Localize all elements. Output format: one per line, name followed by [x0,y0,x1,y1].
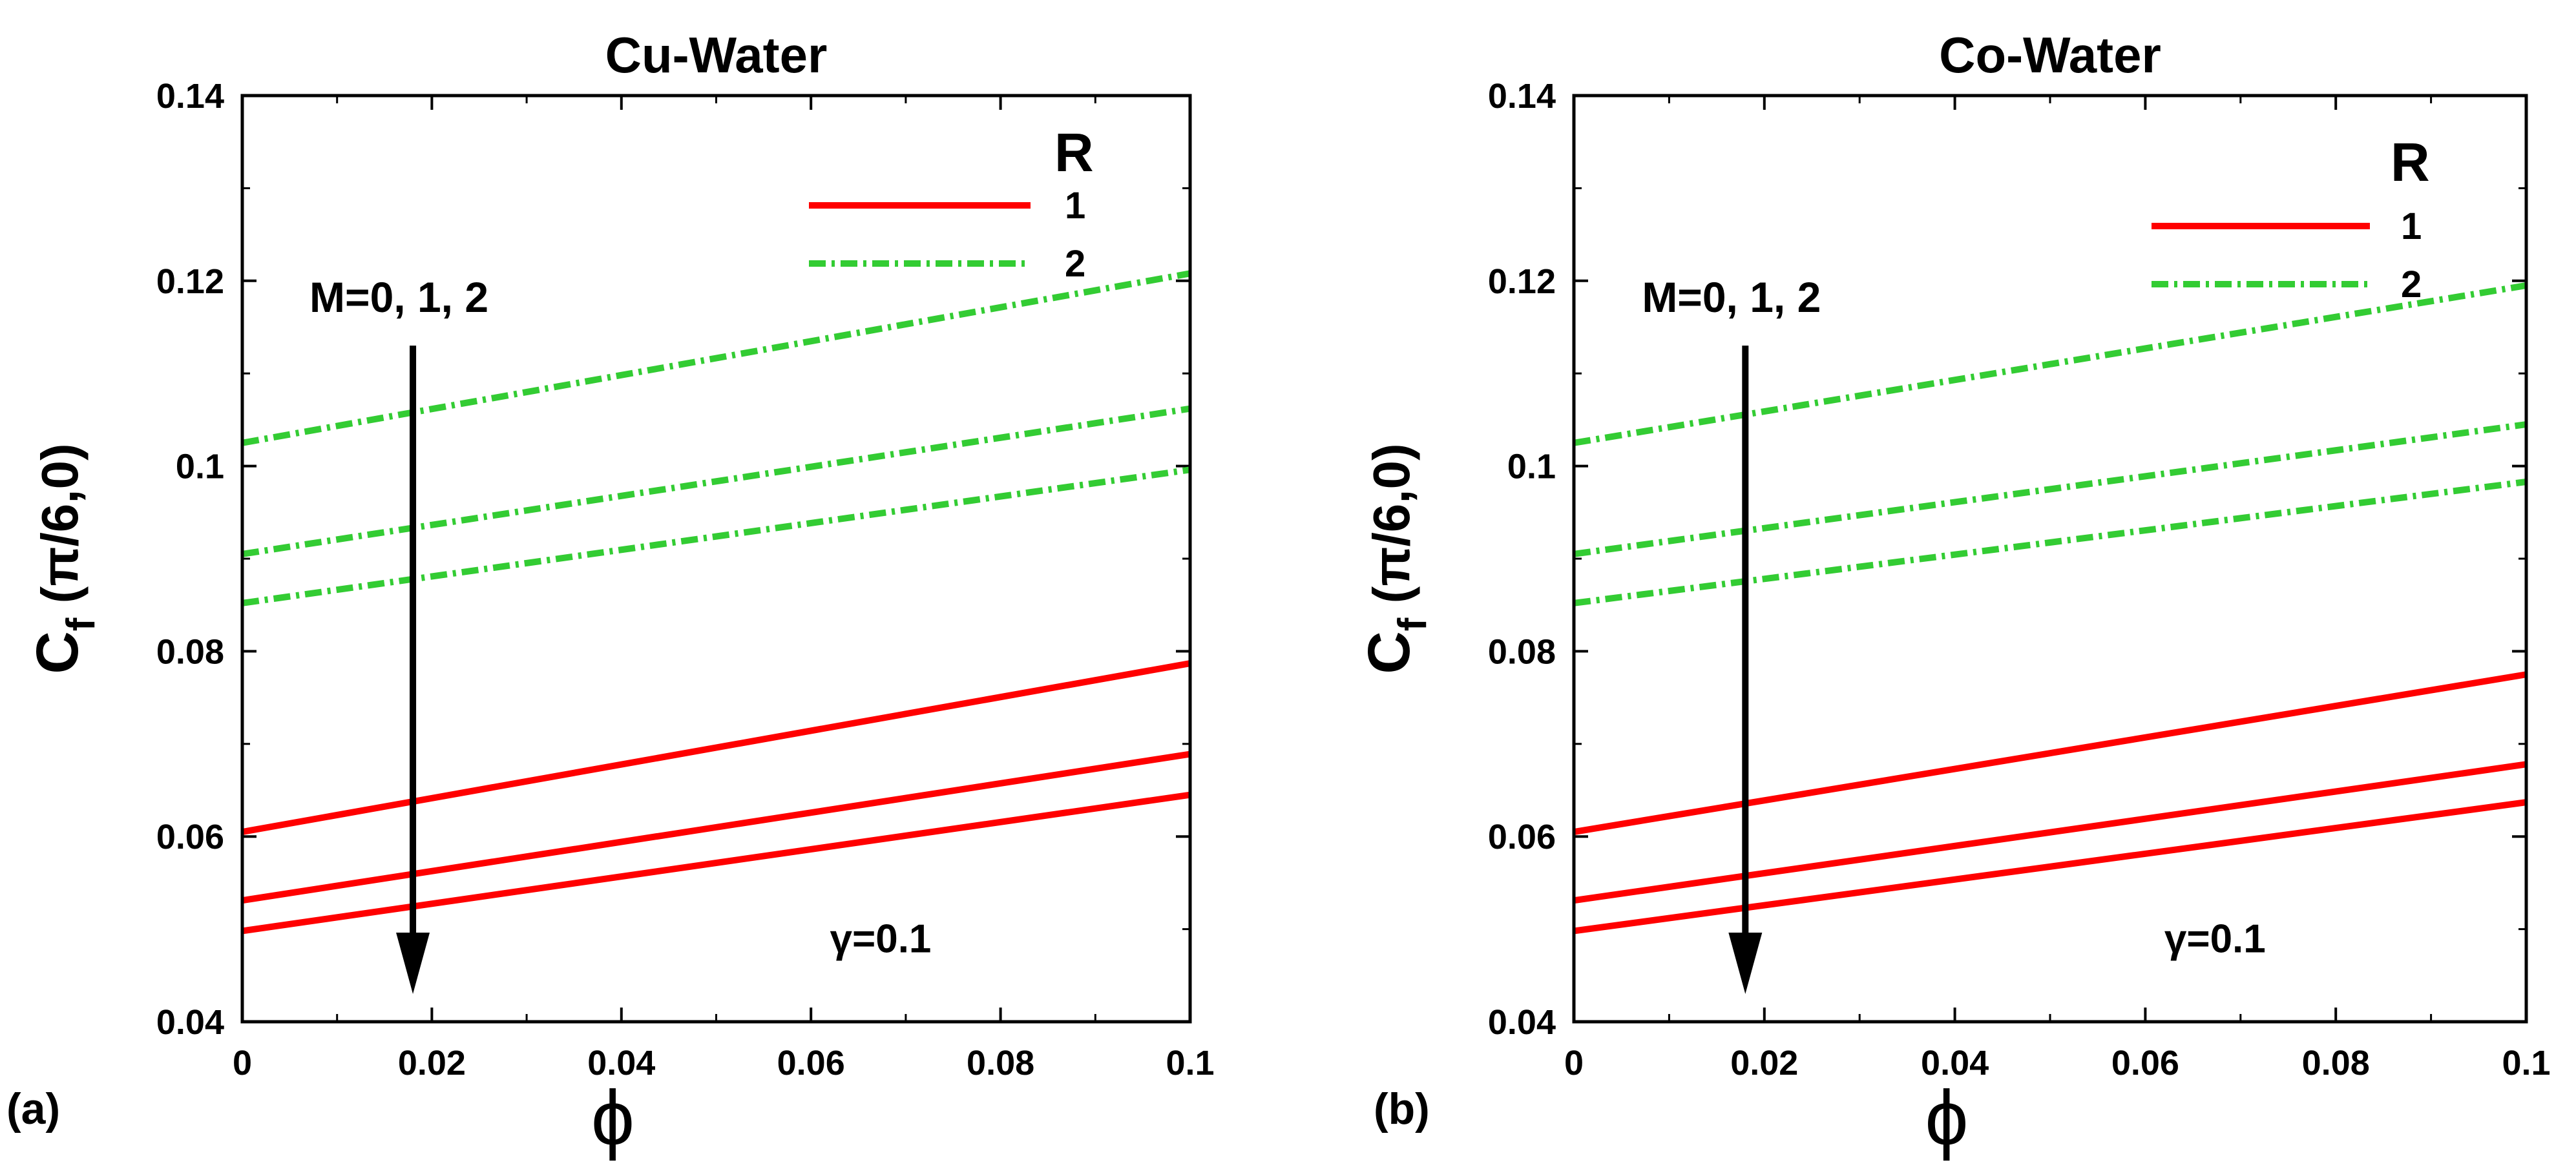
x-tick-label: 0.1 [1166,1044,1214,1082]
legend-label-r1: 1 [2401,205,2422,247]
x-tick-label: 0.06 [2111,1044,2179,1082]
y-axis-label-main: C [1356,631,1422,674]
arrow-annotation-text: M=0, 1, 2 [1642,273,1821,321]
y-tick-label: 0.14 [156,77,224,116]
series-line-r2-m1 [1573,421,2527,557]
arrow-head [396,932,430,994]
legend-title: R [1054,122,1094,183]
x-tick-label: 0.02 [1730,1044,1798,1082]
y-tick-label: 0.08 [1488,632,1556,671]
x-tick-label: 0.04 [1921,1044,1989,1082]
series-line-r1-m2 [1573,799,2527,935]
x-tick-label: 0.04 [587,1044,655,1082]
arrow-annotation-text: M=0, 1, 2 [309,273,488,321]
series-line-r2-m2 [242,466,1191,606]
y-tick-label: 0.08 [156,632,224,671]
y-tick-label: 0.14 [1488,77,1556,116]
panel-b: Co-Water 0 0.02 0.04 0.06 0.08 0.1 0.04 0.06 0.08… [1356,26,2551,1161]
y-tick-label: 0.1 [1507,448,1556,486]
y-tick-label: 0.04 [156,1003,224,1042]
series-line-r1-m2 [242,791,1191,935]
series-line-r1-m1 [242,750,1191,904]
y-axis-label-rest: (π/6,0) [31,443,89,617]
panel-label: (b) [1374,1084,1430,1133]
series-line-r1-m0 [1573,671,2527,835]
legend-title: R [2391,132,2430,192]
y-tick-label: 0.1 [176,448,224,486]
series-line-r1-m1 [1573,761,2527,904]
chart-title: Cu-Water [605,26,828,83]
y-axis-label-rest: (π/6,0) [1363,443,1420,617]
y-tick-label: 0.12 [156,262,224,301]
x-tick-label: 0.02 [398,1044,466,1082]
x-axis-label: ϕ [1925,1075,1968,1161]
arrow-head [1728,932,1763,994]
y-axis-label-sub: f [59,617,103,631]
legend-label-r2: 2 [1065,243,1085,285]
y-axis-label-main: C [25,631,90,674]
y-axis-label-sub: f [1390,617,1435,631]
x-tick-label: 0 [1564,1044,1584,1082]
chart-title: Co-Water [1939,26,2161,83]
y-tick-label: 0.06 [156,818,224,856]
x-tick-label: 0.1 [2502,1044,2550,1082]
y-tick-label: 0.06 [1488,818,1556,856]
series-line-r2-m1 [242,405,1191,557]
gamma-annotation: γ=0.1 [830,916,932,961]
y-axis-label: Cf (π/6,0) [1356,443,1435,674]
panel-label: (a) [6,1084,60,1133]
y-tick-label: 0.04 [1488,1003,1556,1042]
series-line-r2-m0 [242,270,1191,446]
series-line-r2-m0 [1573,282,2527,446]
panel-a: Cu-Water 0 0.02 0.04 0.06 0.08 0.1 0.04 0.06 0.08… [6,26,1215,1161]
x-axis-label: ϕ [591,1075,634,1161]
y-tick-label: 0.12 [1488,262,1556,301]
y-axis-label: Cf (π/6,0) [25,443,103,674]
x-tick-label: 0.08 [967,1044,1034,1082]
series-line-r1-m0 [242,660,1191,835]
plot-frame [1572,94,2528,1024]
x-tick-label: 0 [233,1044,252,1082]
legend-label-r1: 1 [1065,185,1085,227]
gamma-annotation: γ=0.1 [2164,916,2266,961]
plot-frame [240,94,1192,1024]
legend-label-r2: 2 [2401,264,2422,305]
x-tick-label: 0.06 [777,1044,845,1082]
x-tick-label: 0.08 [2302,1044,2370,1082]
series-line-r2-m2 [1573,479,2527,606]
